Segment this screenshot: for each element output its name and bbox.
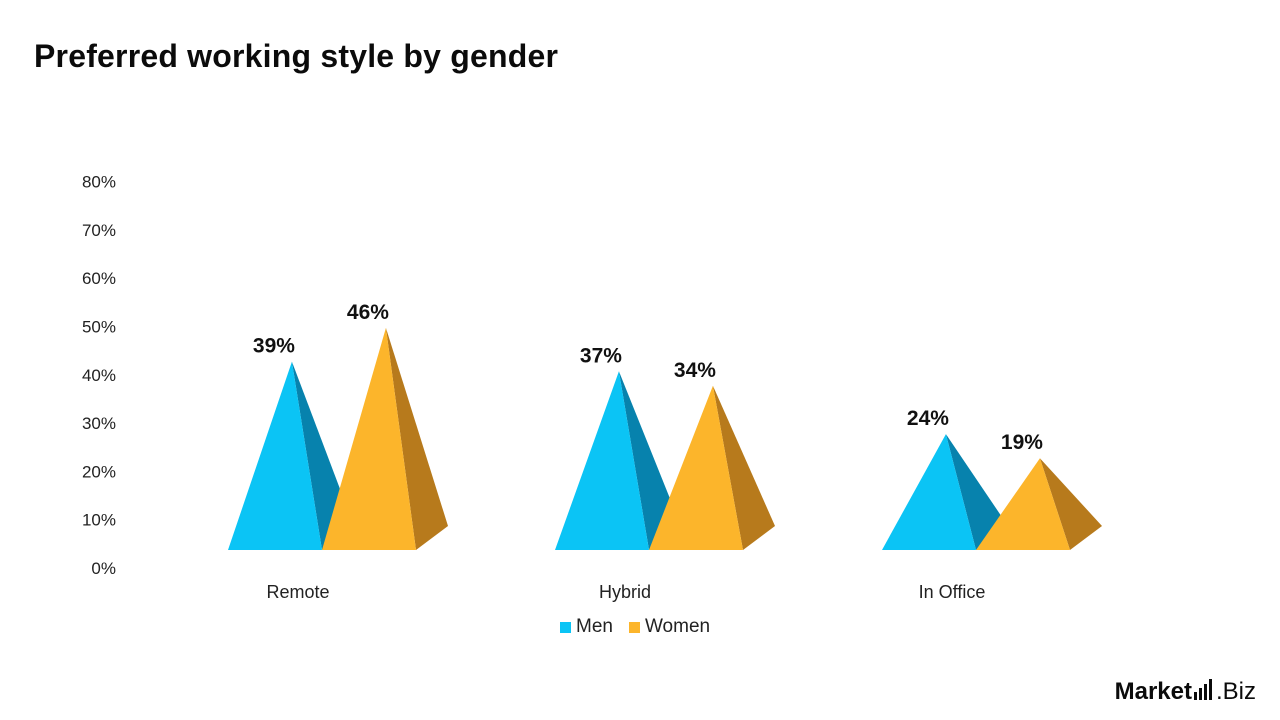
legend-label-women: Women — [644, 616, 711, 637]
bars-logo-icon — [1193, 678, 1214, 700]
brand-name: Market — [1114, 678, 1192, 705]
data-label-men: 37% — [580, 344, 622, 367]
y-tick-label: 80% — [82, 173, 116, 192]
y-tick-label: 20% — [82, 462, 116, 481]
legend-swatch-men — [560, 621, 571, 633]
data-label-women: 46% — [347, 301, 389, 324]
y-tick-label: 10% — [82, 511, 116, 530]
data-label-men: 24% — [907, 407, 949, 430]
legend-label-men: Men — [576, 616, 613, 637]
pyramid-women — [649, 385, 743, 550]
pyramid-side-men — [618, 371, 681, 550]
x-category-label: Remote — [266, 582, 329, 602]
data-label-men: 39% — [253, 335, 295, 358]
legend-item-men: Men — [560, 616, 613, 638]
brand-logo: Market .Biz — [1115, 678, 1256, 706]
y-tick-label: 50% — [82, 318, 116, 337]
x-category-label: In Office — [919, 582, 986, 602]
pyramid-men — [882, 434, 976, 550]
data-label-women: 34% — [674, 359, 716, 382]
y-tick-label: 0% — [91, 559, 116, 578]
pyramid-side-women — [1039, 458, 1102, 550]
data-label-women: 19% — [1001, 431, 1043, 454]
x-category-label: Hybrid — [599, 582, 651, 602]
legend-item-women: Women — [628, 616, 711, 638]
y-tick-label: 40% — [82, 366, 116, 385]
y-tick-label: 30% — [82, 414, 116, 433]
y-tick-label: 70% — [82, 221, 116, 240]
pyramid-men — [228, 361, 322, 550]
pyramid-women — [322, 327, 416, 550]
y-tick-label: 60% — [82, 269, 116, 288]
brand-suffix: .Biz — [1215, 678, 1256, 705]
pyramid-side-men — [945, 434, 1008, 550]
chart-title: Preferred working style by gender — [34, 38, 559, 74]
pyramid-men — [555, 371, 649, 550]
pyramid-side-women — [385, 327, 448, 550]
pyramid-side-women — [712, 385, 775, 550]
legend: Men Women — [560, 616, 726, 638]
legend-swatch-women — [628, 621, 640, 633]
pyramid-women — [976, 458, 1070, 550]
